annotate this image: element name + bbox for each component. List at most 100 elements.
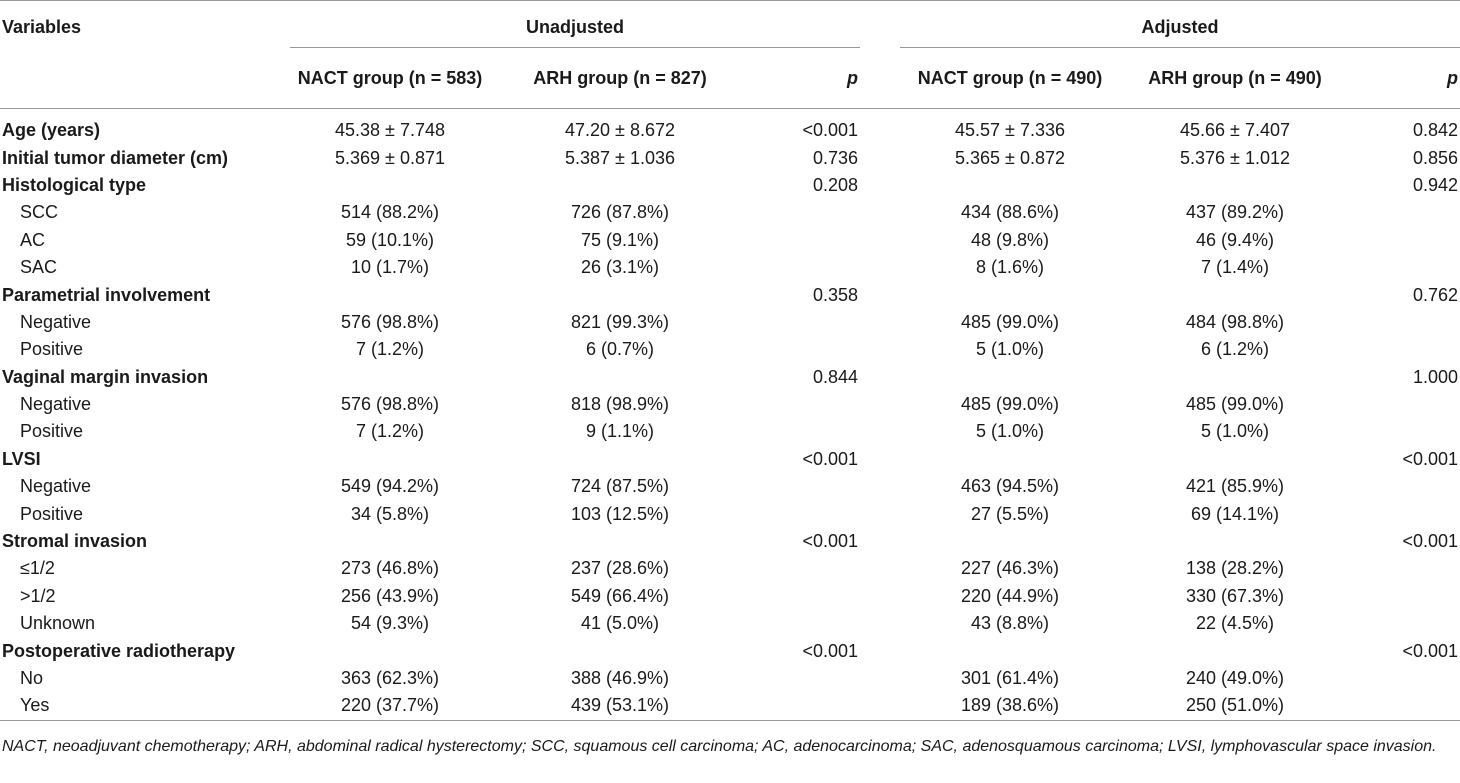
cell-unadjusted-p [750,309,860,336]
cell-adjusted-nact: 227 (46.3%) [960,558,1060,579]
cell-gap [860,528,900,555]
unadjusted-nact-header: NACT group (n = 583) [290,47,490,109]
cell-gap [860,391,900,418]
cell-unadjusted-p [750,254,860,281]
header-gap-2 [860,47,900,109]
cell-adjusted-arh: 485 (99.0%) [1185,394,1285,415]
adjusted-p-header: p [1350,47,1460,109]
cell-adjusted-p [1350,692,1460,721]
cell-adjusted-p [1350,473,1460,500]
unadjusted-header: Unadjusted [290,0,860,48]
header-row-groups: Variables Unadjusted Adjusted [0,0,1460,48]
header-row-columns: NACT group (n = 583) ARH group (n = 827)… [0,47,1460,109]
cell-unadjusted-arh: 47.20 ± 8.672 [565,120,675,141]
table-row: AC 59 (10.1%) 75 (9.1%) 48 (9.8%) 46 (9.4%) [0,227,1460,254]
table-body: Age (years) 45.38 ± 7.748 47.20 ± 8.672 <0.… [0,109,1460,721]
comparison-table: Variables Unadjusted Adjusted NACT group… [0,0,1460,721]
table-row: Negative 576 (98.8%) 818 (98.9%) 485 (99.0%… [0,391,1460,418]
cell-adjusted-arh [1120,281,1350,308]
cell-unadjusted-nact [290,364,490,391]
category-label: AC [20,229,46,250]
cell-gap [860,281,900,308]
cell-unadjusted-arh: 388 (46.9%) [570,668,670,688]
cell-gap [860,199,900,226]
cell-unadjusted-nact: 10 (1.7%) [350,257,430,278]
cell-unadjusted-arh: 237 (28.6%) [570,558,670,579]
cell-unadjusted-nact [290,446,490,473]
category-label: ≤1/2 [20,558,55,579]
cell-adjusted-nact: 5.365 ± 0.872 [955,147,1065,168]
cell-gap [860,473,900,500]
cell-unadjusted-nact: 256 (43.9%) [340,585,440,606]
cell-adjusted-p [1350,555,1460,582]
cell-adjusted-p: 1.000 [1412,366,1458,387]
cell-unadjusted-p [750,473,860,500]
cell-adjusted-arh: 240 (49.0%) [1185,668,1285,688]
cell-adjusted-arh: 45.66 ± 7.407 [1180,120,1290,141]
adjusted-nact-header: NACT group (n = 490) [900,47,1120,109]
cell-adjusted-arh: 5 (1.0%) [1200,421,1270,442]
cell-unadjusted-nact: 549 (94.2%) [340,476,440,497]
table-row: Stromal invasion <0.001 <0.001 [0,528,1460,555]
table-row: SCC 514 (88.2%) 726 (87.8%) 434 (88.6%) 437 … [0,199,1460,226]
cell-adjusted-arh [1120,528,1350,555]
cell-unadjusted-arh: 821 (99.3%) [570,311,670,332]
cell-adjusted-arh: 437 (89.2%) [1185,202,1285,223]
cell-unadjusted-p: 0.208 [812,174,858,195]
table-row: Positive 7 (1.2%) 6 (0.7%) 5 (1.0%) 6 (1.2%) [0,336,1460,363]
cell-unadjusted-p: <0.001 [802,531,858,552]
variable-label: Histological type [2,174,147,195]
cell-unadjusted-arh [490,281,750,308]
cell-unadjusted-p: <0.001 [802,448,858,469]
cell-unadjusted-p [750,583,860,610]
cell-adjusted-arh: 6 (1.2%) [1200,339,1270,360]
category-label: SCC [20,202,59,223]
cell-unadjusted-nact: 576 (98.8%) [340,311,440,332]
table-row: >1/2 256 (43.9%) 549 (66.4%) 220 (44.9%) 330… [0,583,1460,610]
cell-adjusted-nact: 48 (9.8%) [970,229,1050,250]
table-row: Unknown 54 (9.3%) 41 (5.0%) 43 (8.8%) 22 (4.… [0,610,1460,637]
table-row: Negative 549 (94.2%) 724 (87.5%) 463 (94.5%… [0,473,1460,500]
category-label: Negative [20,311,92,332]
cell-adjusted-nact: 220 (44.9%) [960,585,1060,606]
unadjusted-p-header: p [750,47,860,109]
cell-gap [860,500,900,527]
category-label: Unknown [20,613,96,634]
cell-unadjusted-p: <0.001 [802,120,858,141]
adjusted-header: Adjusted [900,0,1460,48]
category-label: SAC [20,257,58,278]
cell-unadjusted-arh: 726 (87.8%) [570,202,670,223]
category-label: Positive [20,339,84,360]
category-label: Negative [20,476,92,497]
cell-unadjusted-arh: 103 (12.5%) [570,503,670,524]
cell-adjusted-nact: 434 (88.6%) [960,202,1060,223]
cell-unadjusted-arh: 818 (98.9%) [570,394,670,415]
cell-unadjusted-arh [490,364,750,391]
cell-unadjusted-nact [290,172,490,199]
cell-unadjusted-nact: 5.369 ± 0.871 [335,147,445,168]
cell-adjusted-nact: 301 (61.4%) [960,668,1060,688]
cell-adjusted-p [1350,227,1460,254]
cell-adjusted-arh: 22 (4.5%) [1195,613,1275,634]
cell-adjusted-p [1350,309,1460,336]
table-row: Postoperative radiotherapy <0.001 <0.001 [0,637,1460,664]
cell-unadjusted-nact: 576 (98.8%) [340,394,440,415]
cell-unadjusted-nact [290,528,490,555]
table-row: Positive 34 (5.8%) 103 (12.5%) 27 (5.5%) 69 … [0,500,1460,527]
cell-adjusted-p: 0.856 [1412,147,1458,168]
variable-label: Parametrial involvement [2,284,211,305]
cell-adjusted-arh: 330 (67.3%) [1185,585,1285,606]
table-row: SAC 10 (1.7%) 26 (3.1%) 8 (1.6%) 7 (1.4%) [0,254,1460,281]
cell-unadjusted-nact: 59 (10.1%) [345,229,435,250]
table-footnote: NACT, neoadjuvant chemotherapy; ARH, abd… [2,738,1437,755]
table-row: Vaginal margin invasion 0.844 1.000 [0,364,1460,391]
cell-adjusted-p [1350,336,1460,363]
cell-unadjusted-arh [490,528,750,555]
cell-adjusted-p: <0.001 [1402,448,1458,469]
cell-adjusted-nact [900,364,1120,391]
cell-gap [860,692,900,721]
cell-adjusted-p [1350,418,1460,445]
cell-unadjusted-arh: 5.387 ± 1.036 [565,147,675,168]
cell-adjusted-nact: 8 (1.6%) [975,257,1045,278]
